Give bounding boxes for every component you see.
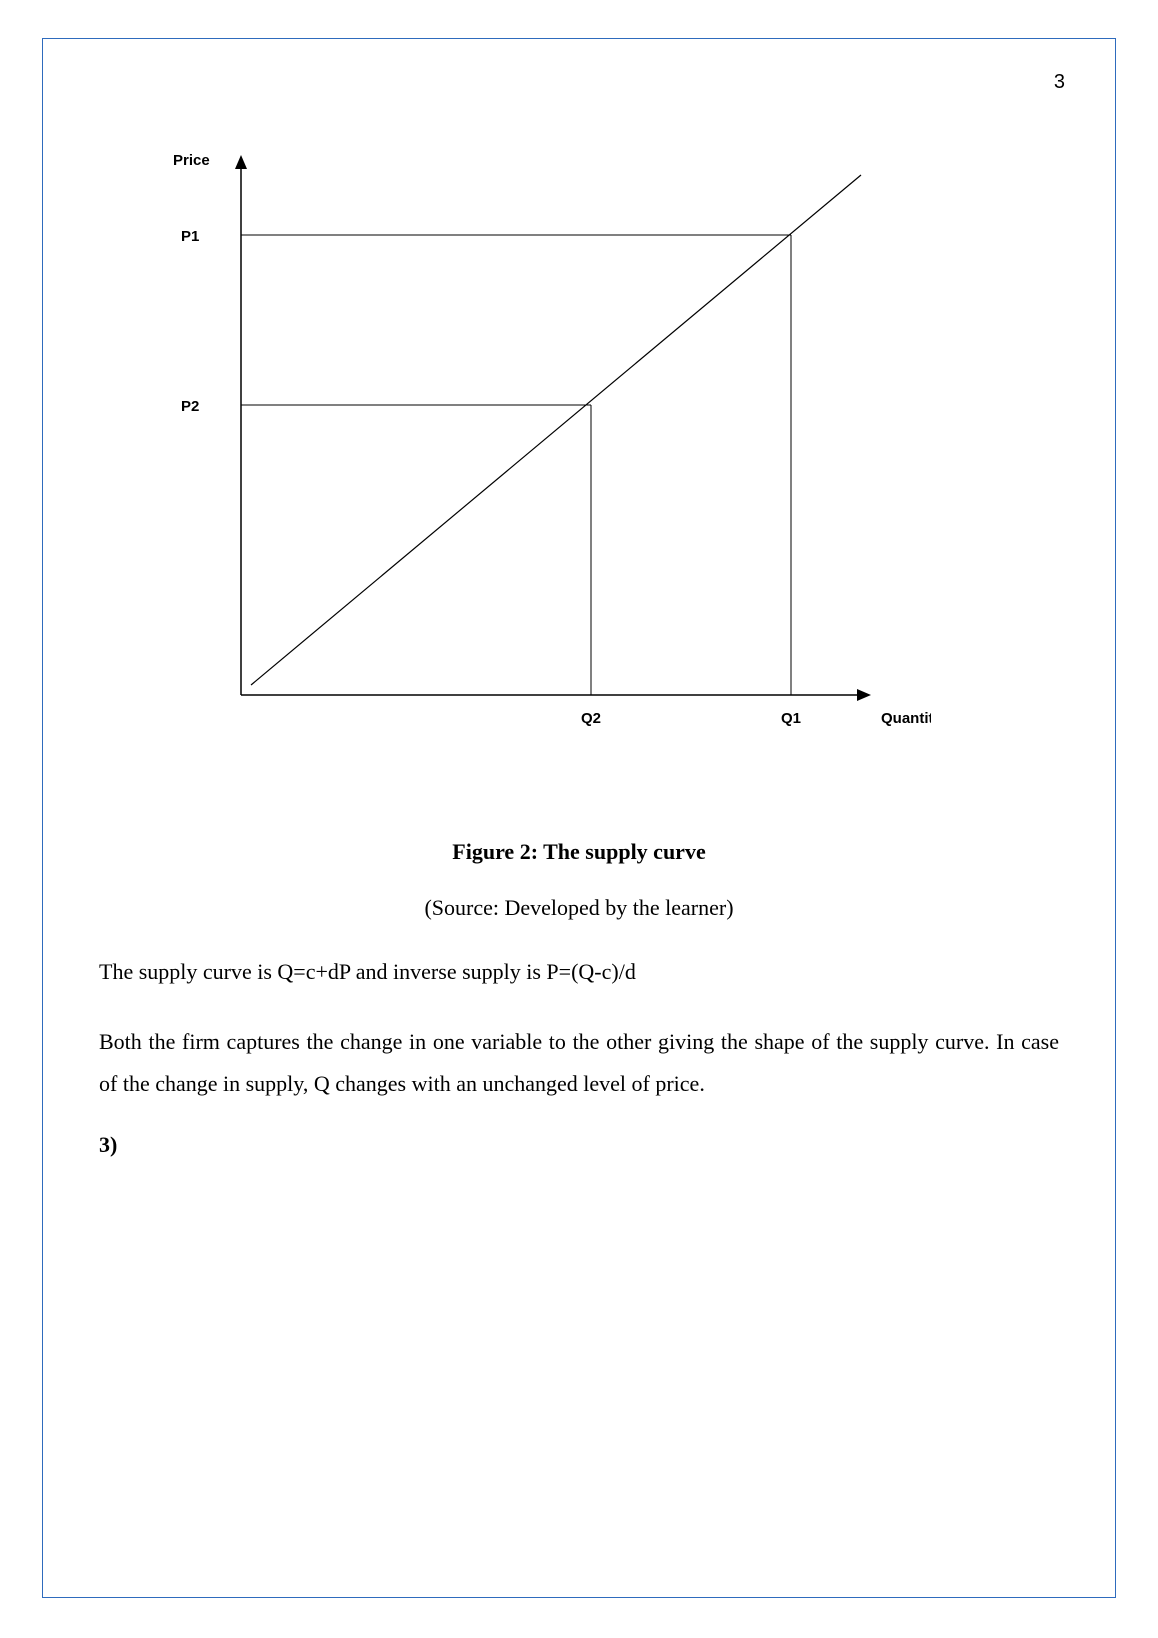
page: 3 Price Quantity P1 P2 Q2 Q1 Figure 2: The su… [0,0,1158,1638]
svg-text:Q2: Q2 [581,710,601,727]
figure-caption: Figure 2: The supply curve [99,839,1059,865]
svg-text:Price: Price [173,152,210,169]
figure-source: (Source: Developed by the learner) [99,895,1059,921]
supply-curve-chart: Price Quantity P1 P2 Q2 Q1 [111,135,931,755]
paragraph-explanation: Both the firm captures the change in one… [99,1021,1059,1105]
supply-curve-svg: Price Quantity P1 P2 Q2 Q1 [111,135,931,755]
svg-text:Quantity: Quantity [881,710,931,727]
question-3-heading: 3) [99,1132,1059,1158]
page-inner-border: 3 Price Quantity P1 P2 Q2 Q1 Figure 2: The su… [42,38,1116,1598]
page-number: 3 [1054,71,1065,94]
paragraph-equation: The supply curve is Q=c+dP and inverse s… [99,951,1059,993]
svg-text:P1: P1 [181,228,199,245]
svg-text:P2: P2 [181,398,199,415]
svg-text:Q1: Q1 [781,710,801,727]
